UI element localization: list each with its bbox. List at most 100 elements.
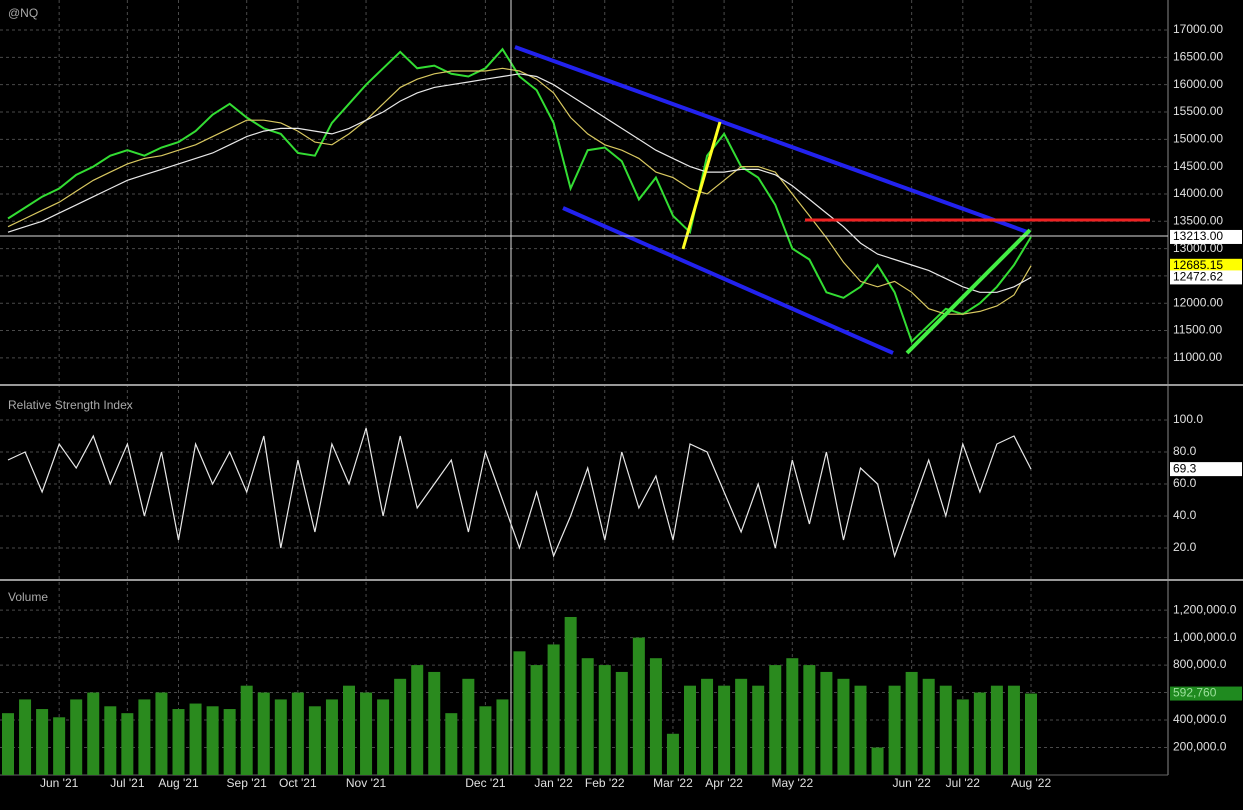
volume-bar: [308, 706, 321, 775]
volume-bar: [786, 658, 799, 775]
pane-title: Volume: [8, 590, 48, 604]
volume-bar: [2, 713, 14, 775]
last-value-label: 12685.15: [1173, 258, 1223, 272]
y-tick-label: 16500.00: [1173, 50, 1223, 64]
volume-bar: [343, 685, 355, 775]
volume-bar: [769, 665, 782, 775]
volume-bar: [411, 665, 424, 775]
volume-bar: [189, 703, 202, 775]
y-tick-label: 11000.00: [1173, 350, 1222, 364]
x-tick-label: Sep '21: [227, 776, 268, 790]
volume-bar: [632, 637, 645, 775]
volume-bar: [257, 692, 270, 775]
volume-bar: [581, 658, 594, 775]
volume-bar: [956, 699, 969, 775]
volume-bar: [1025, 693, 1037, 775]
volume-bar: [530, 665, 543, 775]
volume-bar: [360, 692, 373, 775]
volume-bar: [479, 706, 492, 775]
x-tick-label: Mar '22: [653, 776, 693, 790]
x-tick-label: Jun '21: [40, 776, 79, 790]
y-tick-label: 14000.00: [1173, 186, 1223, 200]
last-value-box: [1170, 462, 1242, 477]
volume-bar: [598, 665, 611, 775]
volume-bar: [871, 747, 884, 775]
series-line: [7, 47, 1032, 344]
trend-line: [681, 121, 722, 250]
volume-bar: [684, 685, 696, 775]
volume-bar: [649, 658, 662, 775]
y-tick-label: 1,000,000.0: [1173, 630, 1237, 644]
y-tick-label: 20.0: [1173, 540, 1197, 554]
volume-bar: [377, 699, 390, 775]
volume-bar: [922, 678, 935, 775]
x-tick-label: May '22: [771, 776, 813, 790]
y-tick-label: 14500.00: [1173, 159, 1223, 173]
volume-bar: [837, 678, 850, 775]
volume-bar: [666, 733, 679, 775]
x-tick-label: Feb '22: [585, 776, 625, 790]
y-tick-label: 12000.00: [1173, 295, 1223, 309]
y-tick-label: 800,000.0: [1173, 657, 1227, 671]
volume-bar: [735, 678, 748, 775]
volume-bar: [274, 699, 287, 775]
last-value-label: 13213.00: [1173, 229, 1223, 243]
y-tick-label: 100.0: [1173, 412, 1203, 426]
y-tick-label: 17000.00: [1173, 22, 1223, 36]
pane-title: Relative Strength Index: [8, 398, 133, 412]
x-tick-label: Oct '21: [279, 776, 317, 790]
volume-bar: [36, 709, 49, 775]
volume-bar: [854, 685, 867, 775]
trend-line: [514, 45, 1031, 235]
volume-bar: [513, 651, 526, 775]
volume-bar: [19, 699, 32, 775]
volume-bar: [138, 699, 151, 775]
x-tick-label: Jun '22: [892, 776, 931, 790]
last-value-label: 592,760: [1173, 686, 1217, 700]
x-tick-label: Apr '22: [705, 776, 743, 790]
volume-bar: [752, 685, 765, 775]
volume-bar: [615, 671, 628, 775]
series-line: [7, 73, 1032, 293]
volume-bar: [70, 699, 83, 775]
last-value-box: [1170, 686, 1242, 701]
y-tick-label: 80.0: [1173, 444, 1197, 458]
volume-bar: [121, 713, 134, 775]
pane-title: @NQ: [8, 6, 38, 20]
volume-bar: [53, 717, 66, 775]
y-tick-label: 15000.00: [1173, 131, 1223, 145]
volume-bar: [973, 692, 986, 775]
volume-bar: [428, 671, 441, 775]
volume-bar: [496, 699, 509, 775]
last-value-label: 12472.62: [1173, 270, 1223, 284]
volume-bar: [990, 685, 1003, 775]
volume-bar: [564, 616, 577, 775]
y-tick-label: 60.0: [1173, 476, 1197, 490]
volume-bar: [325, 699, 338, 775]
x-tick-label: Jan '22: [534, 776, 573, 790]
volume-bar: [803, 665, 816, 775]
y-tick-label: 11500.00: [1173, 323, 1222, 337]
volume-bar: [905, 671, 918, 775]
x-tick-label: Dec '21: [465, 776, 506, 790]
last-value-box: [1170, 258, 1242, 273]
volume-bar: [547, 644, 560, 775]
volume-bar: [206, 706, 219, 775]
volume-bar: [939, 685, 952, 775]
volume-bar: [1007, 685, 1020, 775]
marks-layer: [2, 47, 1037, 775]
volume-bar: [445, 713, 458, 775]
series-line: [7, 427, 1032, 559]
volume-bar: [888, 685, 901, 775]
trend-line: [562, 206, 894, 355]
y-tick-label: 40.0: [1173, 508, 1197, 522]
volume-bar: [223, 709, 236, 775]
last-value-box: [1170, 229, 1242, 244]
last-value-label: 69.3: [1173, 461, 1197, 475]
volume-bar: [240, 685, 253, 775]
volume-bar: [462, 678, 475, 775]
y-tick-label: 13000.00: [1173, 241, 1223, 255]
x-tick-label: Jul '22: [946, 776, 981, 790]
volume-bar: [172, 709, 185, 775]
